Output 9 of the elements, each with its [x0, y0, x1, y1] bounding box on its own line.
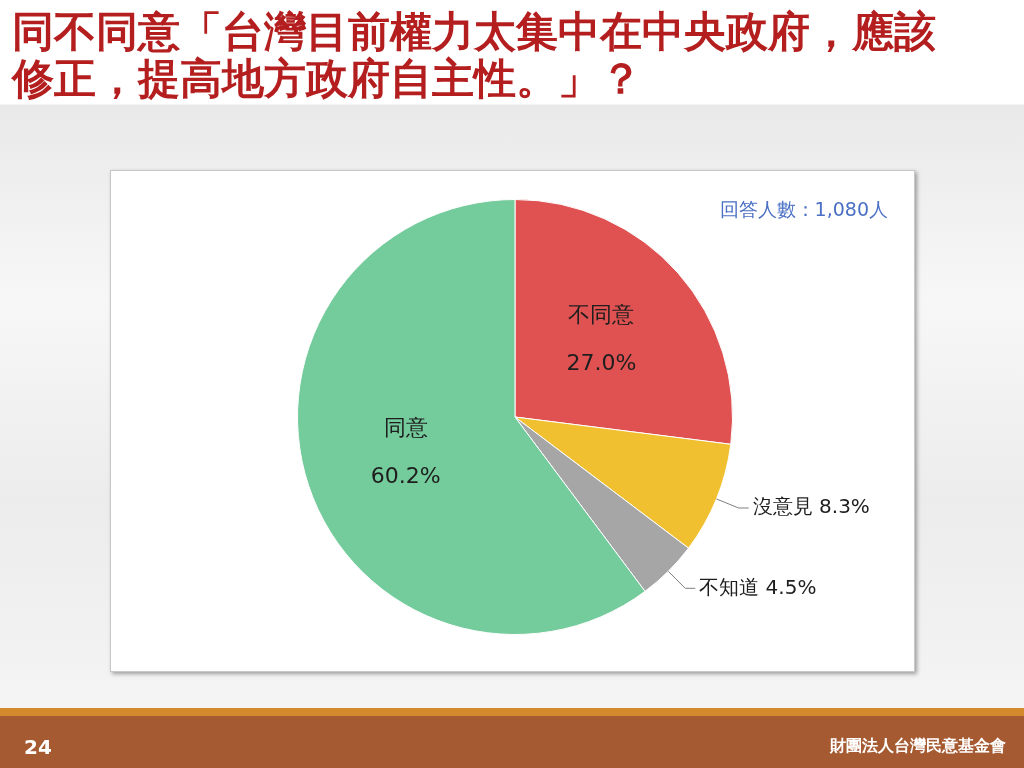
text: 回答人數：1,080人 — [719, 197, 888, 222]
chart-title: 同不同意「台灣目前權力太集中在中央政府，應該修正，提高地方政府自主性。」？ — [12, 7, 937, 103]
slice-label: 不同意 — [568, 302, 635, 328]
data-label: 60.2% — [370, 463, 441, 489]
slice-label: 沒意見 8.3% — [752, 494, 870, 519]
slice-label: 不知道 4.5% — [699, 574, 817, 599]
slice-label: 同意 — [383, 415, 428, 441]
footer-strip: 24 財團法人台灣民意基金會 — [0, 708, 1024, 768]
data-label: 27.0% — [566, 350, 637, 376]
